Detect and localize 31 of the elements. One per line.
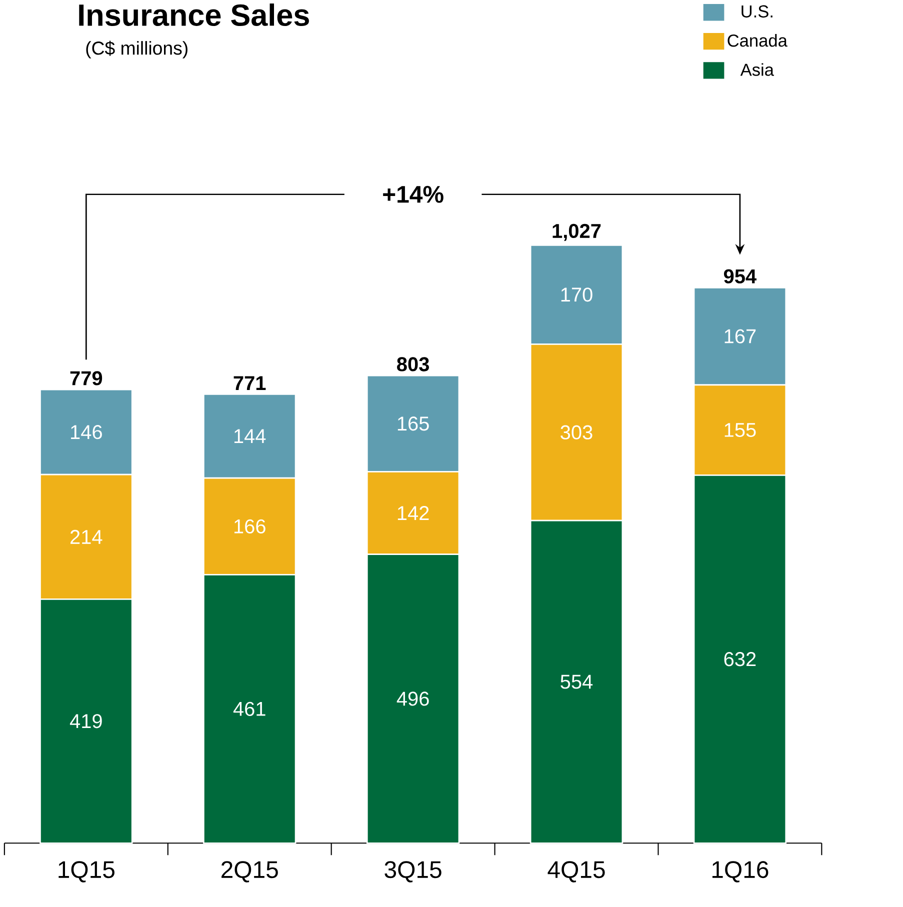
total-label: 771	[234, 376, 266, 390]
total-label: 803	[396, 357, 429, 372]
data-label: 303	[560, 425, 592, 440]
chart-subtitle: (C$ millions)	[86, 40, 188, 58]
x-tick-label: 1Q15	[58, 861, 114, 882]
data-label: 461	[233, 702, 266, 716]
data-label: 165	[398, 416, 429, 431]
data-label: 142	[398, 506, 429, 520]
chart-title: Insurance Sales	[78, 4, 309, 26]
data-label: 632	[724, 652, 756, 666]
legend-label: U.S.	[741, 5, 772, 18]
x-tick-label: 3Q15	[384, 861, 442, 882]
data-label: 214	[70, 530, 102, 544]
data-label: 554	[560, 674, 592, 689]
data-label: 170	[561, 288, 592, 302]
total-label: 954	[724, 269, 756, 284]
legend-label: Canada	[728, 34, 788, 47]
x-tick-label: 1Q16	[712, 861, 768, 882]
data-label: 144	[234, 429, 266, 444]
data-label: 166	[234, 519, 266, 534]
data-label: 146	[70, 425, 102, 440]
legend-label: Asia	[740, 63, 774, 76]
x-tick-label: 4Q15	[548, 861, 605, 882]
data-label: 419	[70, 714, 102, 728]
total-label: 779	[70, 371, 102, 386]
data-label: 155	[724, 423, 756, 437]
text: +14%	[382, 186, 444, 203]
total-label: 1,027	[552, 224, 600, 241]
x-tick-label: 2Q15	[221, 861, 278, 882]
data-label: 167	[724, 329, 756, 344]
data-label: 496	[396, 692, 429, 706]
